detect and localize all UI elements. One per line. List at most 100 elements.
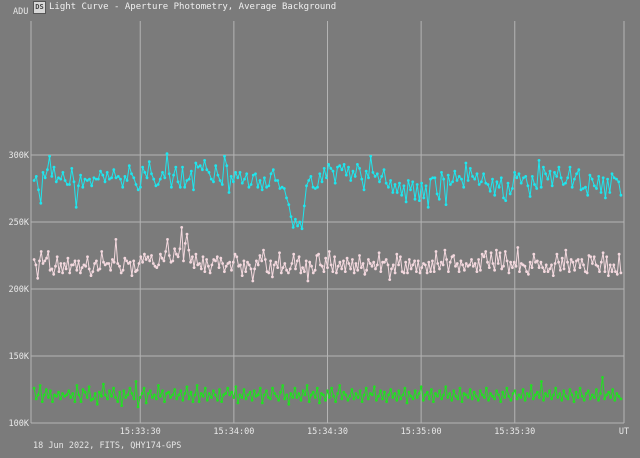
data-point (582, 263, 585, 267)
data-point (63, 179, 67, 182)
data-point (110, 394, 113, 398)
data-point (562, 389, 566, 393)
data-point (32, 179, 36, 182)
data-point (399, 255, 402, 259)
data-point (441, 263, 445, 267)
data-point (608, 191, 612, 194)
data-point (344, 393, 348, 397)
data-point (360, 177, 364, 181)
data-point (147, 160, 151, 164)
data-point (231, 260, 235, 264)
data-point (395, 191, 399, 194)
data-point (178, 247, 182, 251)
data-point (280, 185, 284, 189)
series-points-0 (32, 152, 623, 231)
data-point (429, 177, 432, 181)
data-point (297, 255, 301, 259)
data-point (432, 400, 435, 403)
data-point (509, 260, 512, 264)
data-point (180, 226, 184, 229)
data-point (283, 397, 287, 401)
data-point (475, 270, 479, 273)
data-point (521, 388, 525, 391)
data-point (265, 389, 268, 393)
data-point (535, 390, 539, 394)
data-point (46, 168, 49, 172)
data-point (499, 400, 503, 403)
data-point (444, 203, 448, 207)
data-point (488, 189, 492, 193)
data-point (150, 396, 154, 399)
data-point (55, 255, 59, 259)
data-point (235, 255, 239, 259)
data-point (288, 267, 292, 271)
data-point (134, 380, 138, 383)
data-point (327, 250, 331, 253)
data-point (313, 396, 317, 399)
data-point (279, 271, 283, 275)
data-point (320, 392, 323, 395)
data-point (519, 396, 523, 399)
data-point (515, 397, 519, 401)
data-point (41, 262, 45, 265)
data-point (219, 256, 223, 260)
data-point (446, 173, 450, 177)
data-point (343, 270, 347, 273)
data-point (207, 264, 210, 268)
x-tick-label: 15:34:00 (213, 427, 254, 437)
data-point (50, 175, 54, 178)
data-point (318, 172, 322, 176)
data-point (299, 398, 303, 402)
data-point (320, 264, 324, 268)
data-point (242, 259, 246, 263)
data-point (571, 260, 575, 264)
data-point (71, 263, 75, 267)
data-point (454, 394, 458, 398)
data-point (338, 260, 342, 264)
data-point (119, 177, 122, 181)
data-point (100, 394, 103, 398)
data-point (240, 274, 244, 277)
data-point (442, 393, 445, 397)
data-point (402, 184, 406, 188)
data-point (352, 397, 356, 401)
data-point (502, 196, 505, 200)
data-point (91, 397, 95, 401)
app-icon[interactable]: DS (33, 1, 46, 14)
data-point (531, 397, 535, 401)
data-point (366, 397, 370, 401)
data-point (289, 392, 293, 395)
data-point (391, 263, 395, 267)
data-point (601, 376, 604, 379)
data-point (103, 180, 107, 184)
data-point (193, 393, 197, 397)
data-point (171, 393, 175, 397)
data-point (345, 256, 349, 260)
data-point (46, 250, 50, 253)
data-point (491, 394, 494, 398)
data-point (191, 255, 194, 259)
data-point (311, 185, 315, 189)
data-point (125, 179, 129, 182)
data-point (452, 254, 456, 257)
data-point (516, 246, 520, 249)
data-point (146, 255, 150, 259)
data-point (309, 393, 313, 397)
data-point (116, 400, 120, 403)
data-point (577, 168, 581, 172)
data-point (473, 262, 477, 265)
data-point (42, 393, 46, 397)
data-point (507, 394, 511, 398)
data-point (386, 263, 390, 267)
data-point (466, 396, 470, 399)
data-point (344, 173, 348, 177)
data-point (538, 396, 541, 399)
data-point (258, 179, 262, 182)
data-point (238, 393, 242, 397)
data-point (497, 393, 500, 397)
data-point (114, 238, 118, 241)
data-point (217, 266, 221, 269)
data-point (254, 394, 258, 398)
data-point (615, 392, 619, 395)
data-point (336, 165, 339, 169)
